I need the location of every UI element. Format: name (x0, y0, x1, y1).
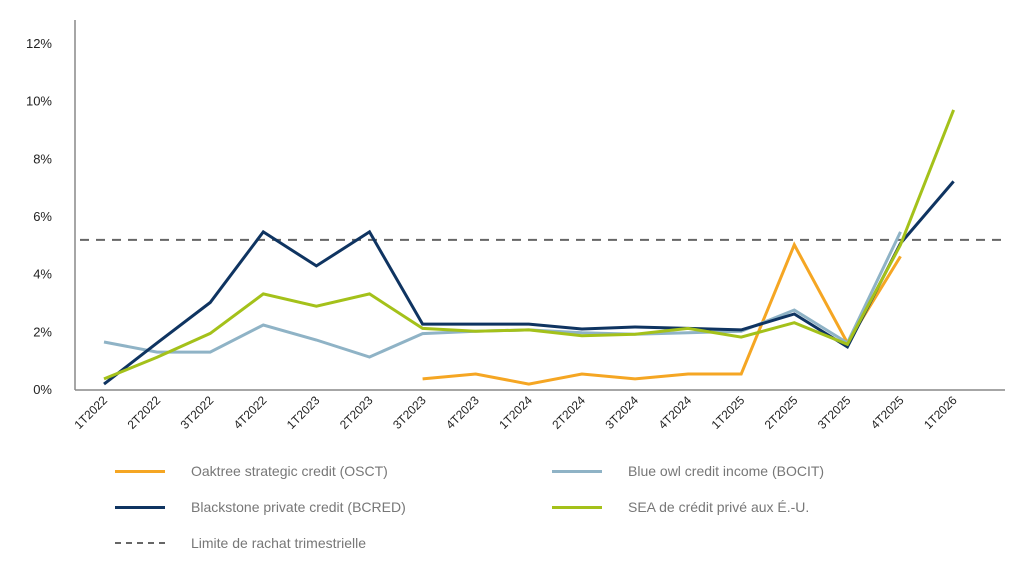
x-tick-label: 2T2025 (762, 393, 801, 432)
legend-swatch (115, 542, 165, 544)
x-tick-label: 1T2024 (496, 393, 535, 432)
x-tick-label: 4T2023 (443, 393, 482, 432)
y-tick-label: 10% (26, 94, 52, 109)
y-tick-label: 4% (33, 267, 52, 282)
legend-label: Oaktree strategic credit (OSCT) (191, 463, 388, 479)
legend-label: Blackstone private credit (BCRED) (191, 499, 406, 515)
line-chart: 0% 2% 4% 6% 8% 10% 12% 1T2022 2T2022 3T2022 4T2022… (26, 20, 1005, 432)
legend-item-bocit: Blue owl credit income (BOCIT) (552, 463, 824, 479)
x-tick-label: 4T2025 (868, 393, 907, 432)
legend-item-bcred: Blackstone private credit (BCRED) (115, 499, 406, 515)
x-tick-label: 3T2023 (390, 393, 429, 432)
legend-swatch (115, 469, 165, 473)
legend-swatch (552, 505, 602, 509)
x-tick-label: 2T2022 (125, 393, 164, 432)
y-tick-label: 12% (26, 36, 52, 51)
legend-item-limit: Limite de rachat trimestrielle (115, 535, 366, 551)
x-tick-label: 1T2025 (709, 393, 748, 432)
x-tick-label: 3T2022 (178, 393, 217, 432)
legend-label: Limite de rachat trimestrielle (191, 535, 367, 551)
legend-item-osct: Oaktree strategic credit (OSCT) (115, 463, 388, 479)
legend-swatch (115, 505, 165, 509)
x-tick-label: 1T2026 (921, 393, 960, 432)
legend-label: Blue owl credit income (BOCIT) (628, 463, 825, 479)
series-line-0 (422, 241, 902, 386)
x-tick-label: 3T2025 (815, 393, 854, 432)
legend-label: SEA de crédit privé aux É.-U. (628, 499, 810, 515)
x-tick-label: 2T2023 (337, 393, 376, 432)
x-tick-label: 4T2024 (656, 393, 695, 432)
y-tick-label: 0% (33, 382, 52, 397)
y-tick-label: 6% (33, 209, 52, 224)
series-line-1 (103, 231, 902, 359)
x-tick-label: 3T2024 (602, 393, 641, 432)
x-tick-label: 1T2023 (284, 393, 323, 432)
x-tick-label: 1T2022 (71, 393, 110, 432)
legend-swatch (552, 469, 602, 473)
y-tick-label: 8% (33, 151, 52, 166)
x-tick-label: 4T2022 (231, 393, 270, 432)
legend-item-sea: SEA de crédit privé aux É.-U. (552, 499, 809, 515)
x-tick-label: 2T2024 (549, 393, 588, 432)
series-line-2 (103, 180, 955, 386)
series-line-3 (103, 109, 955, 381)
y-tick-label: 2% (33, 324, 52, 339)
